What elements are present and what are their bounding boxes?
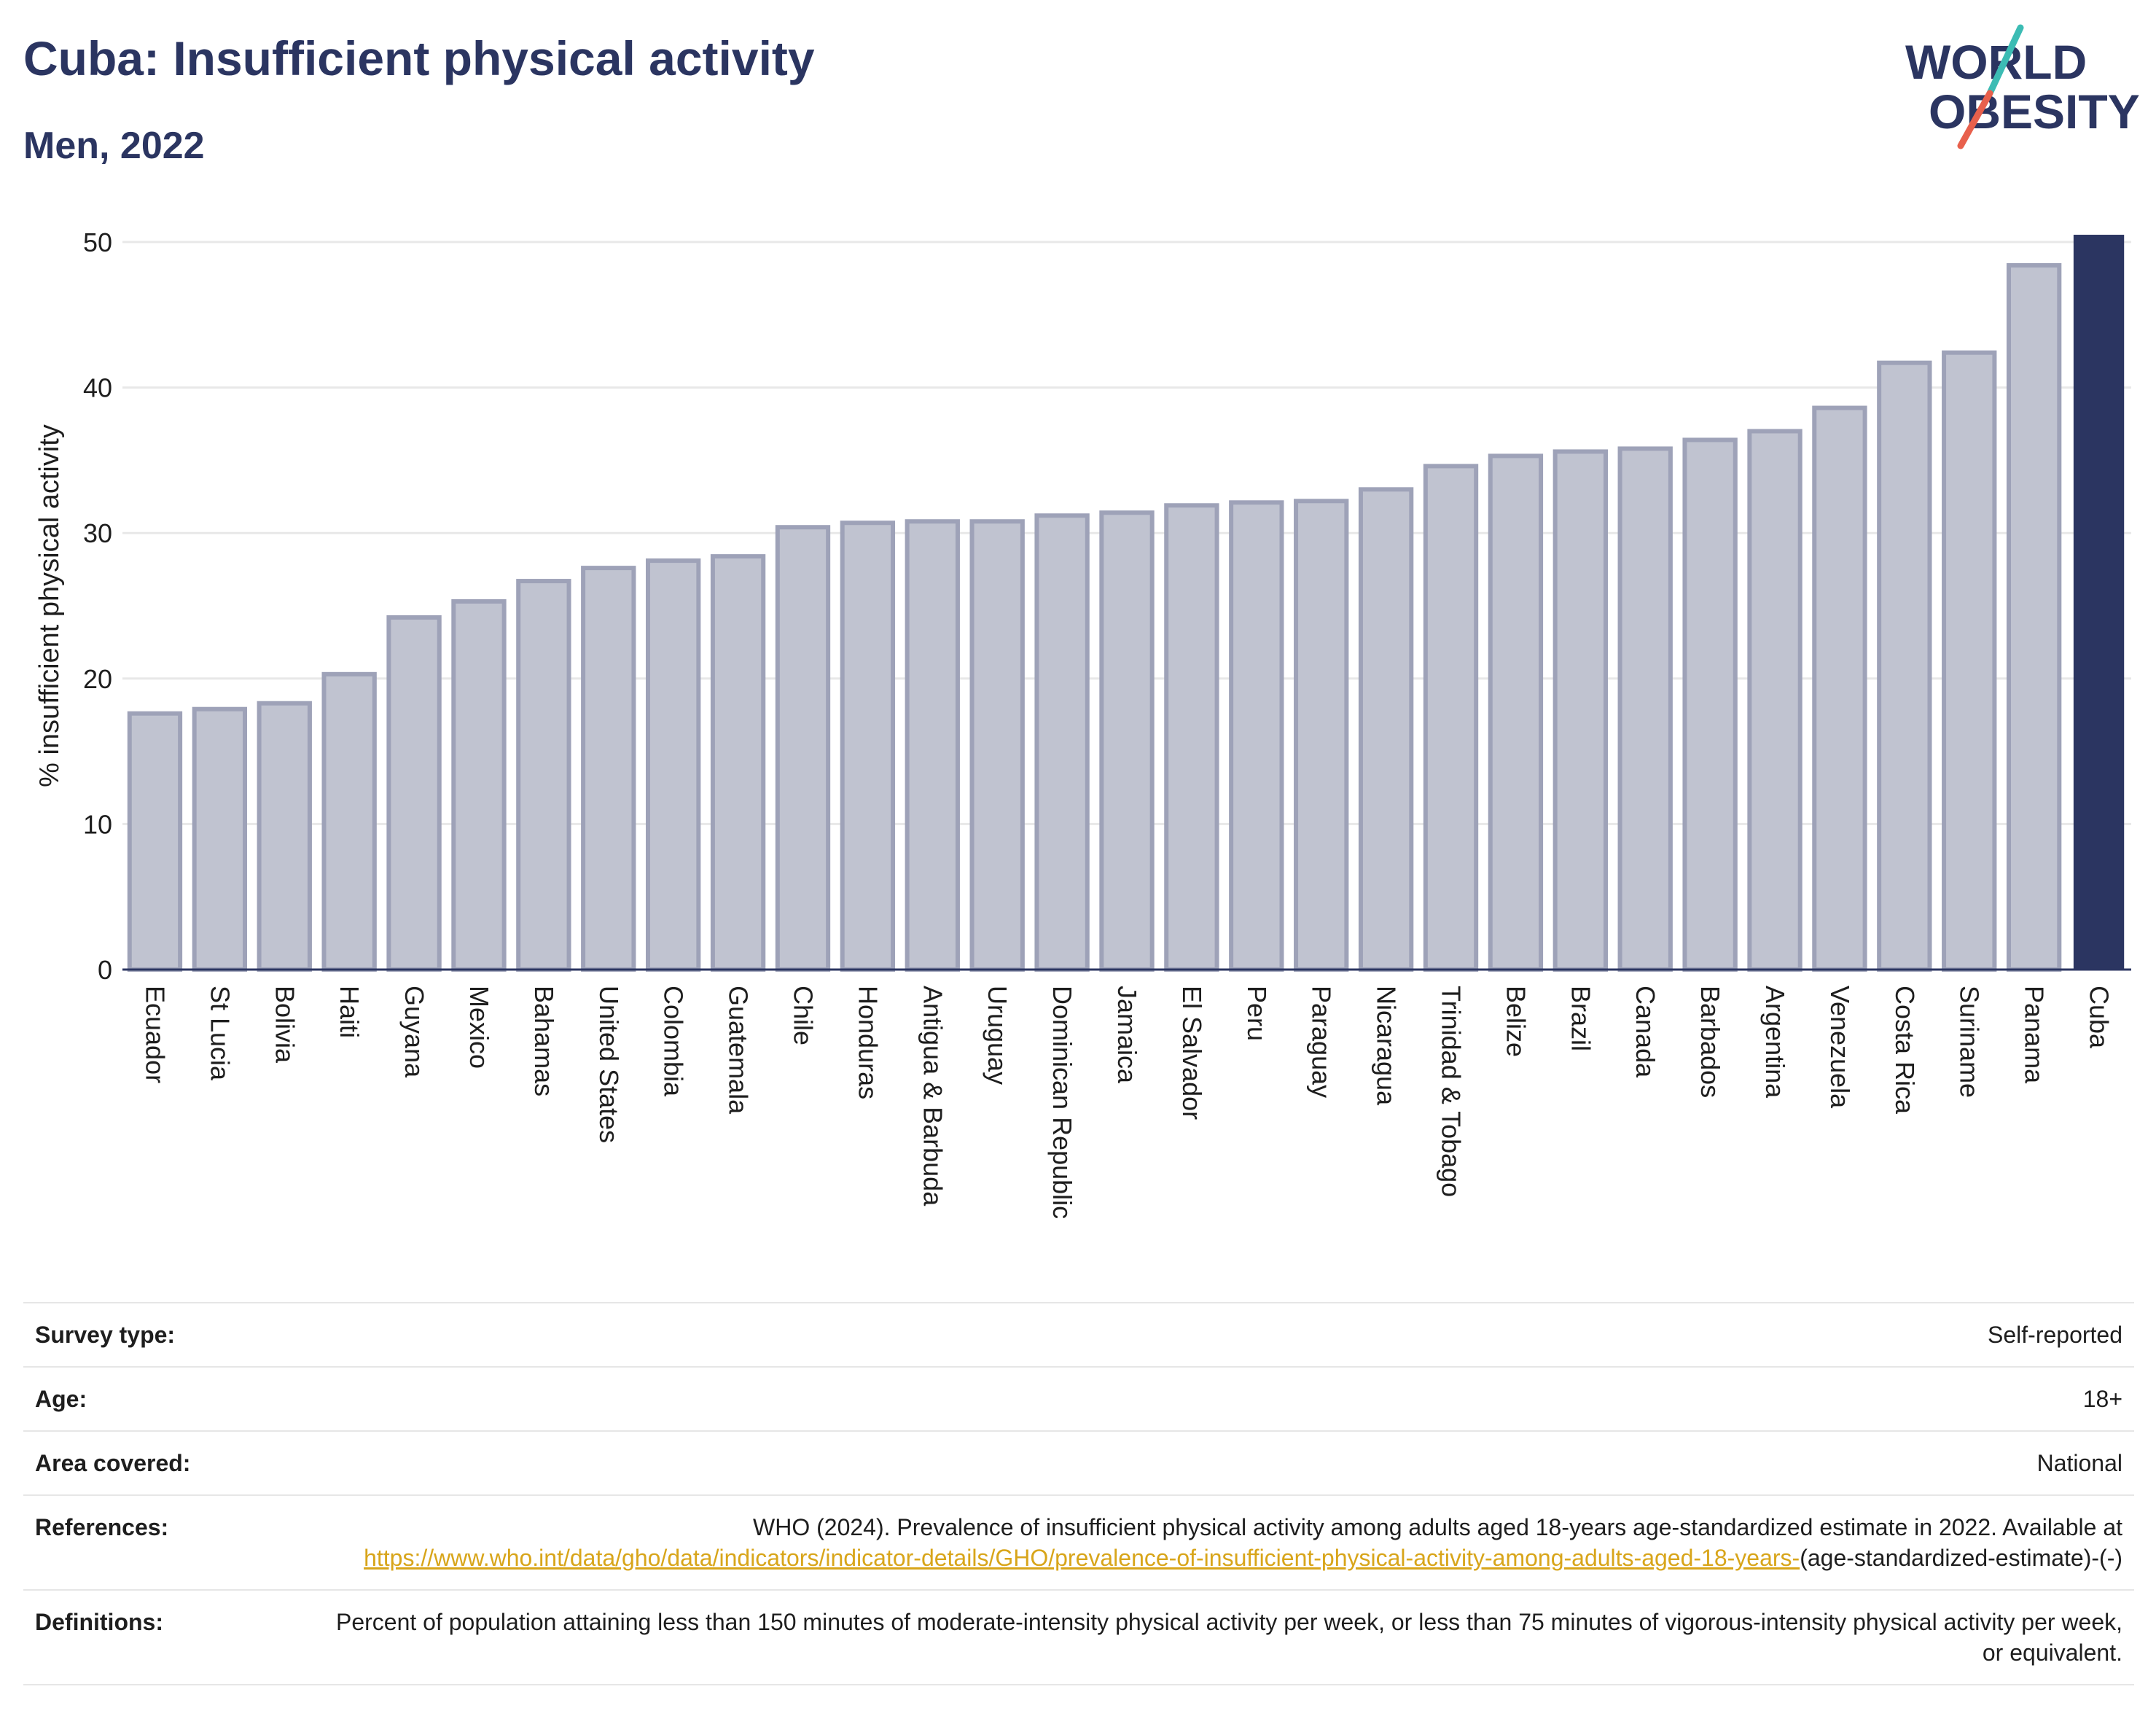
bar-jamaica bbox=[1099, 510, 1155, 972]
survey-type-label: Survey type: bbox=[23, 1302, 309, 1367]
bar-venezuela bbox=[1812, 405, 1867, 972]
page-subtitle: Men, 2022 bbox=[23, 125, 205, 167]
x-tick-label: Guatemala bbox=[724, 986, 754, 1115]
y-tick-label: 40 bbox=[83, 373, 112, 403]
bar-brazil bbox=[1552, 449, 1608, 972]
y-tick-label: 30 bbox=[83, 518, 112, 548]
meta-row-age: Age: 18+ bbox=[23, 1366, 2134, 1431]
x-tick-label: Belize bbox=[1501, 986, 1531, 1057]
bar-paraguay bbox=[1294, 499, 1349, 972]
x-tick-label: Mexico bbox=[464, 986, 494, 1069]
meta-row-survey-type: Survey type: Self-reported bbox=[23, 1302, 2134, 1367]
bar-suriname bbox=[1942, 350, 1997, 972]
bar-chart: 0 10 20 30 40 50 Ecuador St Lucia Bolivia Haiti G… bbox=[34, 227, 2131, 1219]
bar-costa-rica bbox=[1877, 360, 1932, 972]
bar-guatemala bbox=[710, 554, 766, 972]
definitions-label: Definitions: bbox=[23, 1589, 309, 1685]
bar-colombia bbox=[646, 558, 701, 972]
x-tick-label: Uruguay bbox=[983, 986, 1012, 1085]
bar-bahamas bbox=[516, 579, 571, 972]
x-tick-label: El Salvador bbox=[1177, 986, 1207, 1120]
x-tick-label: Cuba bbox=[2085, 986, 2114, 1049]
y-tick-label: 20 bbox=[83, 664, 112, 694]
bar-barbados bbox=[1682, 437, 1738, 972]
survey-type-value: Self-reported bbox=[309, 1302, 2134, 1367]
x-tick-label: Panama bbox=[2020, 986, 2050, 1084]
bar-haiti bbox=[321, 671, 377, 972]
age-value: 18+ bbox=[309, 1366, 2134, 1431]
bar-st-lucia bbox=[192, 706, 248, 972]
logo-slash-coral bbox=[1957, 90, 1993, 149]
bar-united-states bbox=[581, 566, 636, 972]
x-tick-label: Colombia bbox=[659, 986, 689, 1097]
x-tick-label: Dominican Republic bbox=[1047, 986, 1077, 1219]
meta-row-definitions: Definitions: Percent of population attai… bbox=[23, 1589, 2134, 1685]
bar-peru bbox=[1229, 500, 1284, 972]
bar-antigua-barbuda bbox=[905, 519, 960, 972]
bar-ecuador bbox=[127, 711, 183, 972]
bar-canada bbox=[1617, 446, 1673, 972]
age-label: Age: bbox=[23, 1366, 309, 1431]
area-label: Area covered: bbox=[23, 1430, 309, 1495]
bar-guyana bbox=[386, 615, 442, 972]
logo-line-2: OBESITY bbox=[1929, 85, 2140, 139]
x-tick-label: Barbados bbox=[1695, 986, 1725, 1098]
y-axis-ticks: 0 10 20 30 40 50 bbox=[83, 227, 112, 985]
x-tick-label: Brazil bbox=[1566, 986, 1595, 1051]
x-tick-label: Argentina bbox=[1760, 986, 1790, 1099]
x-tick-label: Bahamas bbox=[529, 986, 559, 1096]
x-tick-label: Jamaica bbox=[1112, 986, 1142, 1084]
area-value: National bbox=[309, 1430, 2134, 1495]
meta-row-references: References: WHO (2024). Prevalence of in… bbox=[23, 1494, 2134, 1590]
bar-el-salvador bbox=[1164, 503, 1219, 972]
x-tick-label: United States bbox=[594, 986, 624, 1143]
references-label: References: bbox=[23, 1494, 309, 1590]
bar-argentina bbox=[1747, 429, 1802, 972]
x-tick-label: Paraguay bbox=[1307, 986, 1337, 1098]
x-tick-label: Honduras bbox=[853, 986, 883, 1099]
x-tick-label: Bolivia bbox=[270, 986, 300, 1064]
references-text: WHO (2024). Prevalence of insufficient p… bbox=[753, 1514, 2122, 1540]
references-value: WHO (2024). Prevalence of insufficient p… bbox=[309, 1494, 2134, 1590]
bar-belize bbox=[1488, 453, 1544, 972]
bar-cuba bbox=[2073, 235, 2125, 970]
x-tick-label: Trinidad & Tobago bbox=[1437, 986, 1466, 1197]
x-tick-label: Peru bbox=[1242, 986, 1272, 1041]
bar-bolivia bbox=[257, 701, 312, 972]
y-tick-label: 10 bbox=[83, 809, 112, 839]
x-tick-label: Suriname bbox=[1955, 986, 1985, 1098]
logo-slash-teal bbox=[1986, 24, 2024, 97]
metadata-table: Survey type: Self-reported Age: 18+ Area… bbox=[23, 1302, 2134, 1685]
x-tick-label: Haiti bbox=[335, 986, 364, 1038]
bar-chile bbox=[775, 525, 831, 972]
world-obesity-logo: WORLD OBESITY bbox=[1905, 24, 2140, 149]
definitions-value: Percent of population attaining less tha… bbox=[309, 1589, 2134, 1685]
bar-trinidad-tobago bbox=[1423, 464, 1479, 972]
bar-nicaragua bbox=[1358, 487, 1414, 972]
x-tick-label: Venezuela bbox=[1825, 986, 1855, 1109]
bars bbox=[127, 235, 2125, 972]
meta-row-area: Area covered: National bbox=[23, 1430, 2134, 1495]
references-suffix: (age-standardized-estimate)-(-) bbox=[1800, 1545, 2122, 1571]
y-tick-label: 50 bbox=[83, 227, 112, 257]
x-tick-label: Chile bbox=[788, 986, 818, 1045]
x-tick-label: Guyana bbox=[399, 986, 429, 1078]
references-link[interactable]: https://www.who.int/data/gho/data/indica… bbox=[364, 1545, 1800, 1571]
x-axis-labels: Ecuador St Lucia Bolivia Haiti Guyana Mexico B… bbox=[140, 986, 2114, 1219]
bar-honduras bbox=[840, 520, 896, 972]
x-tick-label: Canada bbox=[1630, 986, 1660, 1078]
x-tick-label: St Lucia bbox=[205, 986, 235, 1081]
bar-uruguay bbox=[969, 519, 1025, 972]
y-tick-label: 0 bbox=[98, 955, 112, 985]
y-axis-title: % insufficient physical activity bbox=[34, 424, 65, 787]
x-tick-label: Ecuador bbox=[140, 986, 170, 1083]
x-tick-label: Nicaragua bbox=[1372, 986, 1402, 1106]
bar-dominican-republic bbox=[1034, 513, 1090, 972]
x-tick-label: Costa Rica bbox=[1890, 986, 1920, 1115]
bar-mexico bbox=[451, 599, 507, 972]
bar-panama bbox=[2006, 262, 2062, 972]
page-title: Cuba: Insufficient physical activity bbox=[23, 31, 815, 85]
x-tick-label: Antigua & Barbuda bbox=[918, 986, 948, 1206]
